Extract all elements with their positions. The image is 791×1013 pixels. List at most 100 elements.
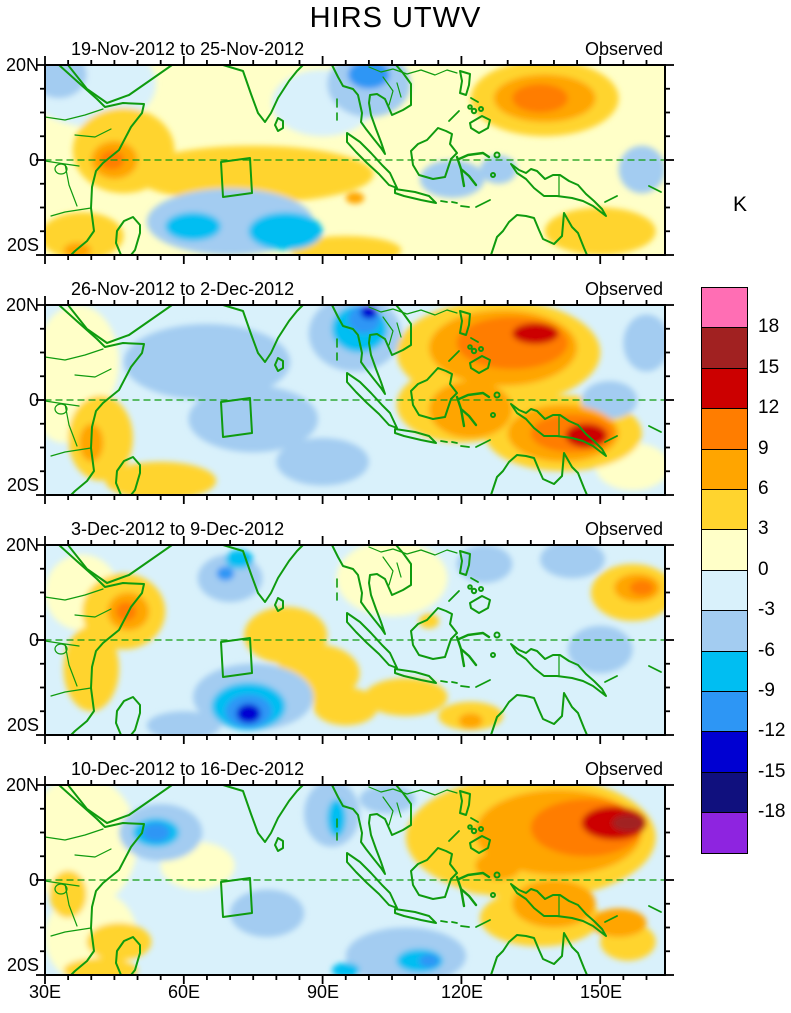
- contour-blob: [86, 922, 152, 961]
- contour-blob: [230, 889, 305, 937]
- contour-blob: [512, 84, 568, 113]
- contour-blob: [623, 314, 665, 372]
- anomaly-contours: [45, 785, 656, 975]
- panel-2-date-range: 26-Nov-2012 to 2-Dec-2012: [71, 279, 295, 299]
- contour-blob: [49, 870, 87, 918]
- colorbar-cell: [702, 651, 747, 692]
- contour-blob: [512, 323, 559, 344]
- panel-4-source-label: Observed: [584, 759, 663, 779]
- contour-blob: [364, 678, 448, 716]
- lat-label-0: 0: [28, 390, 39, 410]
- contour-blob: [327, 799, 346, 838]
- lon-label-30e: 30E: [28, 982, 62, 1002]
- panel-2-source-label: Observed: [584, 279, 663, 299]
- lat-label-20s: 20S: [6, 955, 39, 975]
- contour-blob: [45, 65, 87, 99]
- colorbar-tick-label: -18: [758, 801, 786, 823]
- lat-label-20n: 20N: [5, 295, 39, 315]
- lat-label-20n: 20N: [5, 55, 39, 75]
- colorbar-cell: [702, 449, 747, 490]
- colorbar-cell: [702, 328, 747, 369]
- contour-blob: [105, 461, 217, 495]
- lon-label-150e: 150E: [579, 982, 623, 1002]
- colorbar-cell: [702, 772, 747, 814]
- contour-blob: [290, 236, 402, 255]
- contour-blob: [331, 962, 360, 975]
- contour-blob: [418, 613, 440, 629]
- contour-blob: [544, 207, 656, 255]
- map-frame: [44, 304, 666, 496]
- contour-blob: [216, 566, 235, 581]
- panel-3-source-label: Observed: [584, 519, 663, 539]
- contour-blob: [475, 851, 522, 880]
- lat-label-20n: 20N: [5, 775, 39, 795]
- panel-1-date-range: 19-Nov-2012 to 25-Nov-2012: [71, 39, 305, 59]
- lon-label-90e: 90E: [306, 982, 340, 1002]
- map-panel-2: 26-Nov-2012 to 2-Dec-2012 Observed 20N 0…: [6, 279, 674, 504]
- colorbar-tick-label: 12: [758, 397, 780, 419]
- colorbar-tick-label: -15: [758, 760, 786, 782]
- contour-blob: [567, 625, 633, 674]
- contour-blob: [540, 545, 605, 579]
- panel-4-date-range: 10-Dec-2012 to 16-Dec-2012: [71, 759, 305, 779]
- colorbar-tick-label: -12: [758, 720, 786, 742]
- colorbar-cell: [702, 611, 747, 652]
- contour-blob: [458, 713, 483, 729]
- lat-label-20s: 20S: [6, 235, 39, 255]
- lat-label-0: 0: [28, 870, 39, 890]
- map-panel-3: 3-Dec-2012 to 9-Dec-2012 Observed 20N 0 …: [6, 519, 674, 744]
- anomaly-contours: [45, 305, 665, 495]
- colorbar-tick-label: 18: [758, 316, 780, 338]
- figure-title: HIRS UTWV: [309, 2, 482, 34]
- colorbar-tick-label: -9: [758, 680, 775, 701]
- lon-axis-labels: 30E 60E 90E 120E 150E: [29, 982, 665, 1006]
- contour-blob: [419, 160, 485, 198]
- map-canvas-3: [36, 536, 674, 744]
- contour-blob: [590, 908, 647, 937]
- contour-blob: [225, 549, 254, 569]
- contour-blob: [142, 823, 170, 842]
- colorbar: [701, 287, 748, 855]
- axis-ticks: [36, 536, 674, 744]
- map-canvas-4: [36, 776, 674, 984]
- colorbar-tick-label: 15: [758, 356, 780, 378]
- colorbar-cell: [702, 409, 747, 450]
- contour-blob: [418, 954, 440, 968]
- colorbar-cell: [702, 489, 747, 531]
- contour-blob: [618, 145, 665, 194]
- colorbar-tick-label: 3: [758, 518, 769, 540]
- contour-blob: [236, 704, 261, 724]
- contour-blob: [479, 155, 517, 184]
- colorbar-cell: [702, 368, 747, 410]
- colorbar-cell: [702, 813, 747, 854]
- contour-blob: [429, 381, 513, 438]
- contour-blob: [165, 212, 221, 241]
- map-canvas-2: [36, 296, 674, 504]
- colorbar-tick-label: -6: [758, 639, 775, 661]
- anomaly-contours: [45, 545, 665, 735]
- lat-label-20s: 20S: [6, 475, 39, 495]
- lat-label-0: 0: [28, 630, 39, 650]
- contour-blob: [345, 192, 365, 204]
- contour-blob: [313, 687, 379, 726]
- contour-blob: [248, 212, 323, 251]
- lat-label-20n: 20N: [5, 535, 39, 555]
- contour-blob: [512, 880, 596, 928]
- map-panel-4: 10-Dec-2012 to 16-Dec-2012 Observed 20N …: [6, 759, 674, 984]
- colorbar-cell: [702, 530, 747, 571]
- panel-1-source-label: Observed: [584, 39, 663, 59]
- colorbar-cell: [702, 732, 747, 773]
- colorbar-cell: [702, 288, 747, 329]
- lon-label-60e: 60E: [167, 982, 201, 1002]
- contour-blob: [45, 212, 124, 255]
- colorbar-tick-label: 0: [758, 558, 769, 580]
- colorbar-unit-label: K: [732, 193, 747, 216]
- colorbar-cell: [702, 570, 747, 612]
- map-canvas-1: [36, 56, 674, 264]
- colorbar-tick-label: -3: [758, 599, 775, 621]
- lon-label-120e: 120E: [440, 982, 484, 1002]
- map-frame: [44, 64, 666, 256]
- contour-blob: [456, 545, 513, 583]
- panel-3-date-range: 3-Dec-2012 to 9-Dec-2012: [71, 519, 285, 539]
